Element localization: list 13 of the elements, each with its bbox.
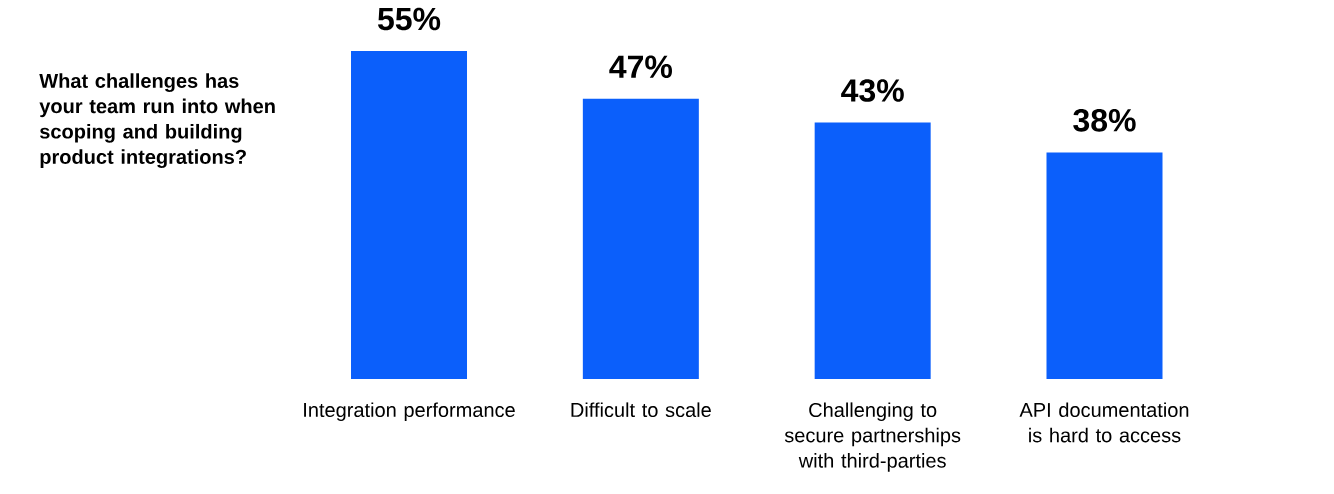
data-label: 55% (377, 7, 441, 31)
x-tick-label: API documentation is hard to access (1019, 402, 1189, 443)
x-tick-label: Challenging to secure partnerships with third-parties (784, 402, 961, 472)
x-tick-label: Integration performance (304, 402, 515, 422)
x-tick-label: Difficult to scale (571, 402, 711, 418)
bar (1046, 152, 1163, 379)
data-label: 47% (609, 55, 672, 78)
text: What challenges has your team run into when scoping and building product integrations? (39, 73, 275, 168)
bar (582, 98, 699, 379)
bar (351, 51, 468, 379)
bar (814, 122, 931, 379)
data-label: 43% (841, 79, 904, 102)
data-label: 38% (1073, 108, 1136, 132)
